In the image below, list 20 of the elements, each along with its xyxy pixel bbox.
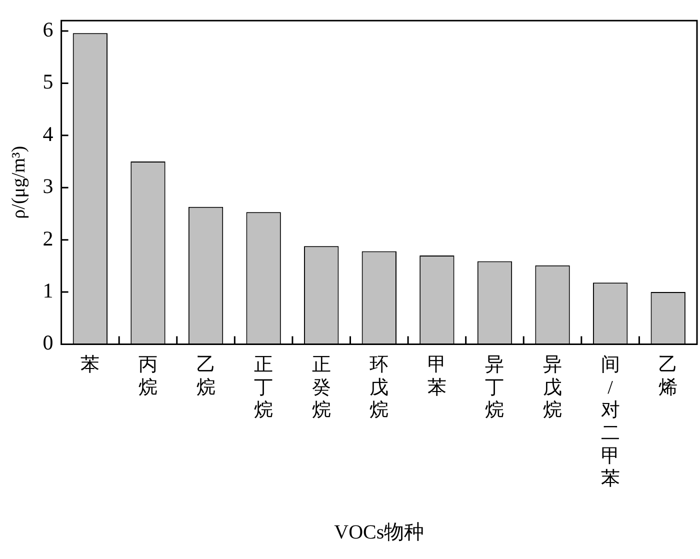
x-tick-label: 丙烷 [138, 354, 158, 398]
y-tick-label: 3 [42, 174, 54, 198]
x-tick-label: 苯 [80, 354, 100, 376]
x-tick-label: 甲苯 [427, 354, 446, 398]
x-tick-label: 乙烷 [196, 354, 216, 398]
y-tick-label: 2 [42, 226, 54, 250]
x-tick-label: 异丁烷 [485, 354, 504, 422]
y-tick-label: 0 [42, 330, 54, 355]
y-axis-title: ρ/(μg/m³) [8, 146, 30, 219]
x-axis-title: VOCs物种 [334, 521, 424, 544]
x-tick-label: 间/对二甲苯 [600, 354, 620, 490]
x-tick-label: 环戊烷 [370, 354, 389, 422]
y-tick-label: 5 [42, 70, 54, 94]
y-tick-label: 4 [42, 122, 54, 146]
x-tick-label: 正丁烷 [254, 354, 274, 422]
x-tick-label: 乙烯 [658, 354, 678, 398]
y-tick-label: 6 [42, 18, 54, 42]
y-tick-label: 1 [42, 278, 54, 303]
x-tick-label: 异戊烷 [543, 354, 562, 422]
x-tick-label: 正癸烷 [312, 354, 331, 422]
